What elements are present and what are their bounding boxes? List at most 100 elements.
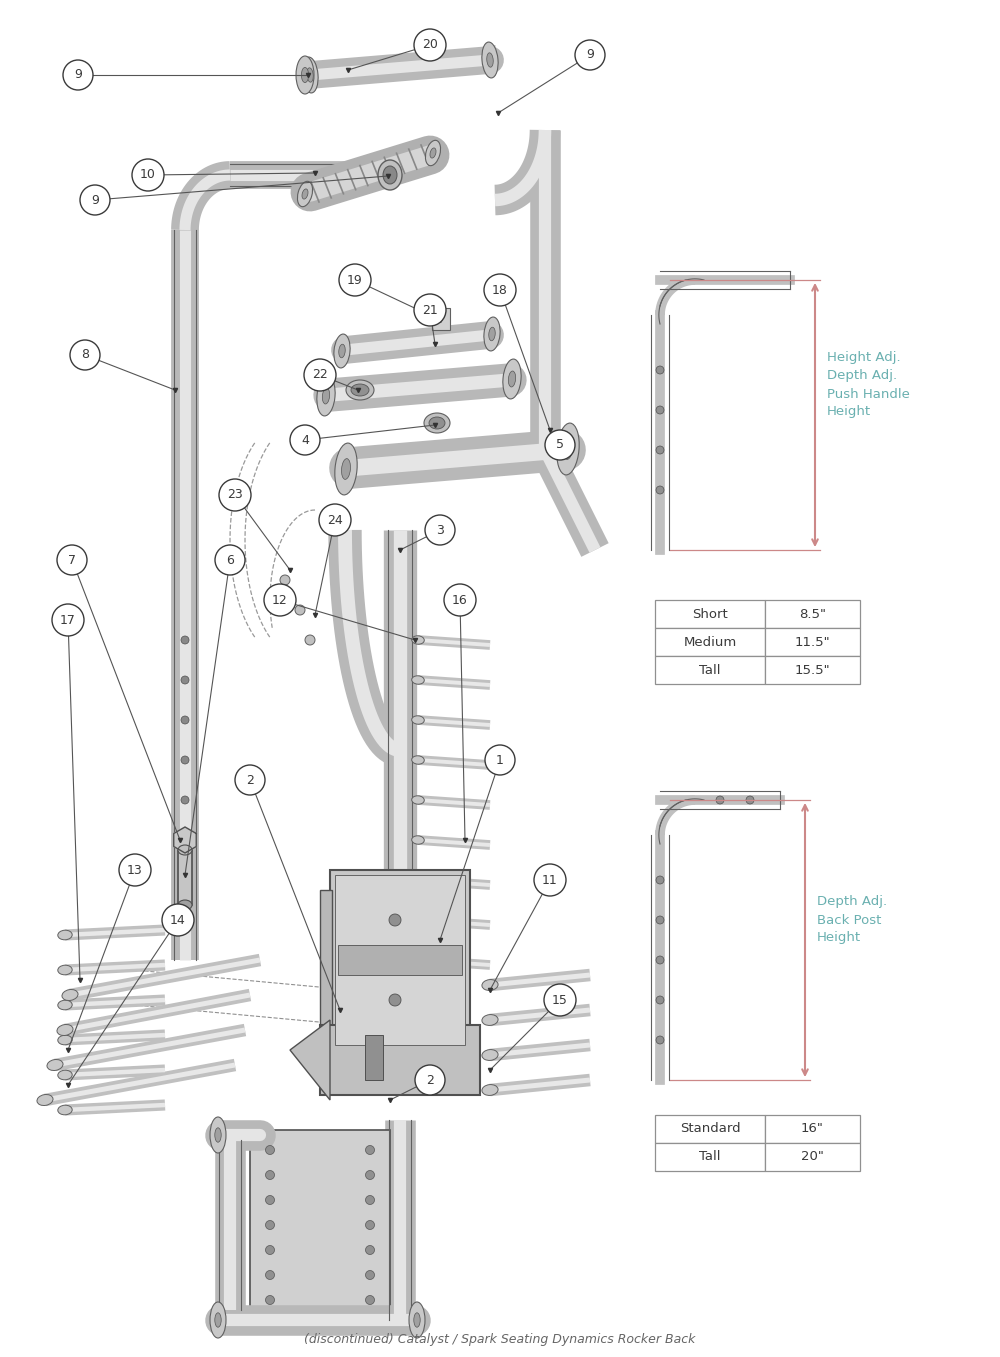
Circle shape bbox=[266, 1145, 274, 1155]
Text: 8: 8 bbox=[81, 349, 89, 361]
Ellipse shape bbox=[414, 1312, 420, 1327]
Circle shape bbox=[305, 635, 315, 645]
Text: 8.5": 8.5" bbox=[799, 608, 826, 620]
Ellipse shape bbox=[296, 56, 314, 94]
Ellipse shape bbox=[482, 1015, 498, 1026]
Circle shape bbox=[575, 39, 605, 71]
Ellipse shape bbox=[503, 360, 521, 399]
Ellipse shape bbox=[484, 318, 500, 351]
Text: 20": 20" bbox=[801, 1151, 824, 1163]
Ellipse shape bbox=[412, 955, 424, 965]
Circle shape bbox=[389, 993, 401, 1006]
Text: Short: Short bbox=[692, 608, 728, 620]
Ellipse shape bbox=[58, 1000, 72, 1010]
Circle shape bbox=[266, 1220, 274, 1229]
Circle shape bbox=[414, 294, 446, 326]
Ellipse shape bbox=[58, 1035, 72, 1045]
Ellipse shape bbox=[215, 1128, 221, 1143]
Circle shape bbox=[304, 360, 336, 391]
Ellipse shape bbox=[412, 875, 424, 885]
Circle shape bbox=[389, 954, 401, 966]
Text: 12: 12 bbox=[272, 593, 288, 607]
Ellipse shape bbox=[301, 68, 309, 83]
Ellipse shape bbox=[58, 930, 72, 940]
Ellipse shape bbox=[557, 423, 579, 475]
Circle shape bbox=[266, 1296, 274, 1304]
Circle shape bbox=[425, 516, 455, 546]
Ellipse shape bbox=[412, 676, 424, 684]
Text: 2: 2 bbox=[426, 1073, 434, 1087]
Text: 20: 20 bbox=[422, 38, 438, 52]
Ellipse shape bbox=[489, 327, 495, 341]
Text: 4: 4 bbox=[301, 433, 309, 446]
Text: Medium: Medium bbox=[683, 635, 737, 649]
Circle shape bbox=[295, 605, 305, 615]
Circle shape bbox=[656, 996, 664, 1004]
Circle shape bbox=[52, 604, 84, 636]
Ellipse shape bbox=[412, 916, 424, 924]
Circle shape bbox=[444, 584, 476, 616]
Bar bbox=[330, 870, 470, 1050]
Ellipse shape bbox=[334, 334, 350, 368]
Circle shape bbox=[80, 185, 110, 214]
Circle shape bbox=[181, 636, 189, 645]
Ellipse shape bbox=[429, 417, 445, 429]
Circle shape bbox=[266, 1171, 274, 1179]
Text: 21: 21 bbox=[422, 304, 438, 316]
Circle shape bbox=[415, 1065, 445, 1095]
Text: Tall: Tall bbox=[699, 664, 721, 677]
Ellipse shape bbox=[335, 444, 357, 495]
Bar bbox=[765, 1115, 860, 1143]
Polygon shape bbox=[290, 1020, 330, 1101]
Circle shape bbox=[414, 28, 446, 61]
Text: 14: 14 bbox=[170, 913, 186, 927]
Circle shape bbox=[63, 60, 93, 90]
Text: 9: 9 bbox=[74, 68, 82, 81]
Ellipse shape bbox=[210, 1301, 226, 1338]
Ellipse shape bbox=[383, 166, 397, 185]
Bar bbox=[320, 890, 332, 1030]
Ellipse shape bbox=[342, 459, 350, 479]
Circle shape bbox=[366, 1246, 374, 1254]
Ellipse shape bbox=[58, 1105, 72, 1115]
Text: 18: 18 bbox=[492, 284, 508, 296]
Text: 24: 24 bbox=[327, 513, 343, 527]
Circle shape bbox=[319, 503, 351, 536]
Text: 5: 5 bbox=[556, 438, 564, 452]
Ellipse shape bbox=[322, 388, 330, 404]
Circle shape bbox=[544, 984, 576, 1016]
Bar bbox=[365, 1035, 383, 1080]
Circle shape bbox=[656, 916, 664, 924]
Bar bbox=[765, 655, 860, 684]
Ellipse shape bbox=[412, 756, 424, 764]
Circle shape bbox=[181, 756, 189, 764]
Text: Standard: Standard bbox=[680, 1122, 740, 1136]
Ellipse shape bbox=[482, 42, 498, 77]
Circle shape bbox=[366, 1270, 374, 1280]
Ellipse shape bbox=[210, 1117, 226, 1153]
Ellipse shape bbox=[424, 413, 450, 433]
Ellipse shape bbox=[412, 836, 424, 844]
Ellipse shape bbox=[412, 795, 424, 805]
Bar bbox=[655, 600, 765, 628]
Ellipse shape bbox=[339, 345, 345, 358]
Circle shape bbox=[656, 955, 664, 963]
Circle shape bbox=[119, 854, 151, 886]
Ellipse shape bbox=[351, 384, 369, 396]
Bar bbox=[250, 1130, 390, 1310]
Circle shape bbox=[366, 1171, 374, 1179]
Ellipse shape bbox=[346, 380, 374, 400]
Circle shape bbox=[132, 159, 164, 191]
Circle shape bbox=[534, 864, 566, 896]
Circle shape bbox=[235, 765, 265, 795]
Ellipse shape bbox=[302, 189, 308, 199]
Ellipse shape bbox=[297, 182, 313, 206]
Text: 15: 15 bbox=[552, 993, 568, 1007]
Circle shape bbox=[339, 265, 371, 296]
Circle shape bbox=[290, 425, 320, 455]
Text: Height Adj.
Depth Adj.
Push Handle
Height: Height Adj. Depth Adj. Push Handle Heigh… bbox=[827, 351, 910, 418]
Text: 23: 23 bbox=[227, 489, 243, 502]
Text: 7: 7 bbox=[68, 554, 76, 566]
Text: 6: 6 bbox=[226, 554, 234, 566]
Ellipse shape bbox=[317, 376, 335, 417]
